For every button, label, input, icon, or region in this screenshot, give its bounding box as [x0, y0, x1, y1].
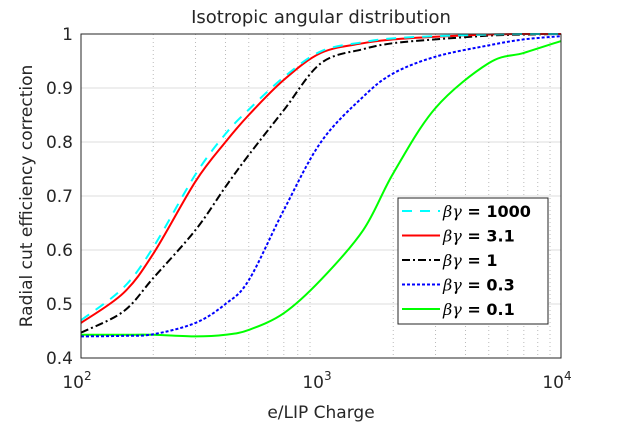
y-tick-label: 0.9: [46, 79, 73, 99]
series-lines: [80, 32, 562, 338]
y-tick-label: 0.5: [46, 295, 73, 315]
chart-title: Isotropic angular distribution: [191, 7, 451, 28]
y-tick-label: 0.8: [46, 133, 73, 153]
x-tick-label: 102: [62, 369, 91, 393]
x-axis-label: e/LIP Charge: [267, 403, 374, 423]
y-tick-label: 0.7: [46, 187, 73, 207]
series-line-0: [80, 32, 562, 321]
y-tick-label: 1: [62, 25, 73, 45]
y-tick-labels: 0.4 0.5 0.6 0.7 0.8 0.9 1: [46, 25, 73, 369]
y-tick-label: 0.4: [46, 349, 73, 369]
legend-entry-2: βγ = 1: [442, 251, 498, 270]
legend-entry-3: βγ = 0.3: [442, 276, 515, 295]
y-axis-label: Radial cut efficiency correction: [17, 65, 37, 328]
x-tick-label: 104: [542, 369, 571, 393]
legend-entry-1: βγ = 3.1: [442, 227, 515, 246]
x-tick-labels: 102 103 104: [62, 369, 571, 393]
series-line-3: [80, 35, 562, 338]
plot-box: [80, 33, 562, 359]
x-tick-label: 103: [302, 369, 331, 393]
legend-entry-0: βγ = 1000: [442, 202, 531, 221]
legend-entry-4: βγ = 0.1: [442, 300, 515, 319]
y-tick-label: 0.6: [46, 241, 73, 261]
series-line-2: [80, 33, 562, 334]
series-line-4: [81, 40, 562, 338]
legend: βγ = 1000 βγ = 3.1 βγ = 1 βγ = 0.3 βγ = 0.1: [397, 197, 549, 325]
